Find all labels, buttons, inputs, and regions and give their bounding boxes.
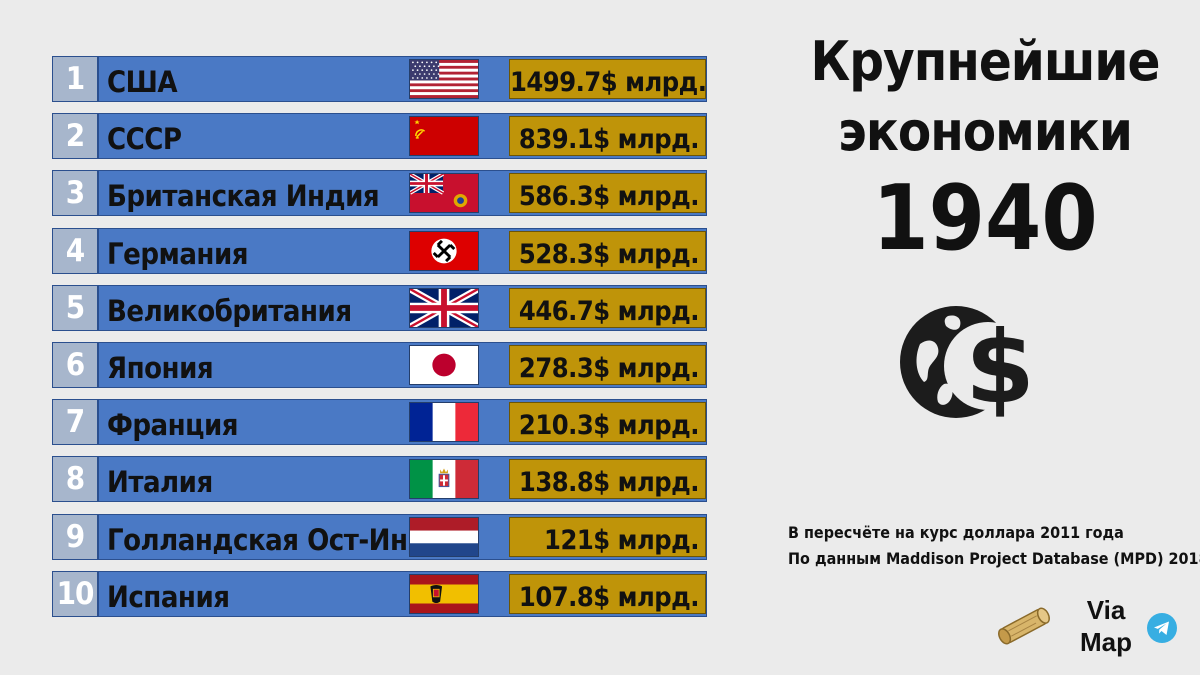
country-name: Италия: [107, 465, 213, 500]
rank-number: 6: [53, 342, 99, 387]
rank-number: 2: [53, 114, 99, 159]
country-name: СССР: [107, 122, 182, 157]
ussr-flag: [409, 116, 479, 157]
brand-line-2: Map: [1080, 627, 1132, 657]
table-row: 7 Франция 210.3$ млрд.: [52, 399, 707, 446]
title-line-1: Крупнейшие: [810, 30, 1161, 93]
table-row: 4 Германия 528.3$ млрд.: [52, 227, 707, 274]
british-india-flag: [409, 173, 479, 214]
title-line-2: экономики: [838, 100, 1133, 163]
japan-flag: [409, 344, 479, 385]
gdp-value: 138.8$ млрд.: [509, 459, 706, 500]
rank-number: 7: [53, 400, 99, 445]
table-row: 2 СССР 839.1$ млрд.: [52, 113, 707, 160]
usa-flag: [409, 59, 479, 99]
spain-flag: [409, 573, 479, 614]
rank-number: 8: [53, 457, 99, 502]
rank-number: 5: [53, 285, 99, 330]
table-row: 10 Испания 107.8$ млрд.: [52, 570, 707, 617]
table-row: 8 Италия 138.8$ млрд.: [52, 456, 707, 503]
dutch-east-indies-flag: [409, 516, 479, 557]
country-name: Испания: [107, 579, 230, 614]
note-currency: В пересчёте на курс доллара 2011 года: [788, 523, 1124, 542]
table-row: 5 Великобритания 446.7$ млрд.: [52, 284, 707, 331]
country-name: Британская Индия: [107, 179, 380, 214]
gdp-value: 278.3$ млрд.: [509, 344, 706, 385]
brand-logo-text: Via Map: [1066, 594, 1146, 658]
country-name: Япония: [107, 350, 214, 385]
rank-number: 1: [53, 57, 99, 101]
uk-flag: [409, 287, 479, 328]
source-note: В пересчёте на курс доллара 2011 года По…: [788, 520, 1200, 572]
germany-flag: [409, 230, 479, 271]
table-row: 6 Япония 278.3$ млрд.: [52, 341, 707, 388]
gdp-value: 1499.7$ млрд.: [509, 59, 707, 99]
gdp-value: 210.3$ млрд.: [509, 402, 706, 443]
globe-dollar-icon: $: [900, 306, 1035, 424]
title-year: 1940: [872, 166, 1098, 271]
title-block: Крупнейшие экономики 1940: [780, 30, 1190, 272]
gdp-value: 839.1$ млрд.: [509, 116, 706, 157]
country-name: Голландская Ост-Индия: [107, 522, 463, 557]
table-row: 9 Голландская Ост-Индия 121$ млрд.: [52, 513, 707, 560]
table-row: 3 Британская Индия 586.3$ млрд.: [52, 170, 707, 217]
italy-flag: [409, 459, 479, 500]
scroll-icon: [998, 607, 1050, 645]
rank-number: 3: [53, 171, 99, 216]
gdp-value: 107.8$ млрд.: [509, 573, 706, 614]
country-name: Великобритания: [107, 293, 352, 328]
telegram-icon[interactable]: [1147, 613, 1177, 643]
gdp-value: 121$ млрд.: [509, 516, 706, 557]
gdp-value: 528.3$ млрд.: [509, 230, 706, 271]
brand-line-1: Via: [1086, 595, 1126, 625]
economy-ranking-table: 1 США 1499.7$ млрд. 2 СССР 839.1$ млрд. 3 Брита…: [52, 56, 707, 628]
country-name: США: [107, 65, 178, 99]
rank-number: 4: [53, 228, 99, 273]
france-flag: [409, 402, 479, 443]
rank-number: 10: [53, 571, 99, 616]
note-source: По данным Maddison Project Database (MPD…: [788, 549, 1200, 568]
country-name: Германия: [107, 236, 249, 271]
table-row: 1 США 1499.7$ млрд.: [52, 56, 707, 102]
gdp-value: 586.3$ млрд.: [509, 173, 706, 214]
rank-number: 9: [53, 514, 99, 559]
svg-text:$: $: [965, 309, 1035, 424]
gdp-value: 446.7$ млрд.: [509, 287, 706, 328]
country-name: Франция: [107, 408, 239, 443]
